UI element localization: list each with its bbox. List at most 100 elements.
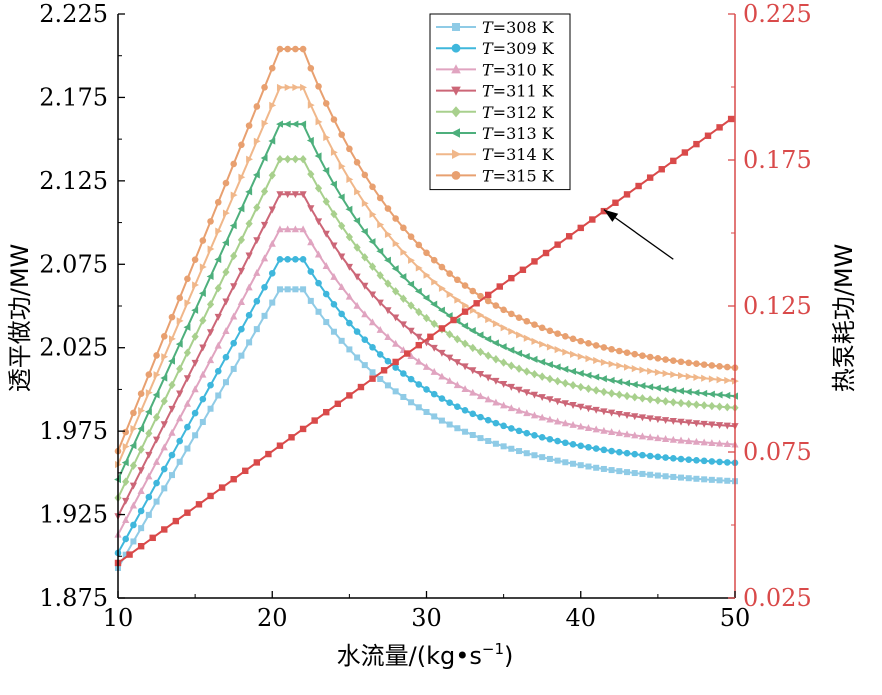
data-point	[716, 376, 724, 384]
data-point	[661, 397, 670, 406]
data-point	[492, 440, 499, 447]
data-point	[484, 335, 492, 343]
data-point	[707, 390, 715, 398]
data-point	[530, 355, 538, 363]
data-point	[570, 350, 577, 358]
data-point	[353, 273, 361, 281]
data-point	[337, 193, 345, 201]
y-right-tick-label: 0.025	[743, 584, 812, 612]
data-point	[508, 327, 516, 336]
data-point	[484, 395, 492, 403]
data-point	[265, 450, 272, 458]
data-point	[662, 369, 670, 378]
data-point	[631, 350, 639, 358]
data-point	[207, 492, 214, 500]
data-point	[307, 101, 315, 109]
data-point	[130, 409, 137, 417]
data-point	[261, 119, 269, 127]
series-5	[114, 154, 739, 503]
data-point	[546, 360, 553, 369]
legend-label: T=311 K	[482, 82, 555, 101]
data-point	[291, 191, 299, 199]
data-point	[500, 422, 507, 430]
data-point	[392, 239, 400, 248]
legend-variable: T	[482, 124, 494, 143]
data-point	[538, 372, 546, 381]
data-point	[323, 408, 330, 416]
data-point	[361, 362, 368, 369]
data-point	[569, 421, 577, 428]
data-point	[276, 83, 284, 92]
data-point	[268, 171, 276, 180]
data-point	[531, 258, 538, 265]
data-point	[206, 272, 214, 281]
data-point	[299, 255, 307, 263]
data-point	[553, 363, 561, 371]
data-point	[268, 137, 276, 145]
data-point	[477, 435, 484, 442]
data-point	[716, 124, 723, 131]
data-point	[415, 381, 423, 388]
data-point	[638, 414, 647, 422]
data-point	[369, 343, 376, 351]
legend-marker	[451, 43, 461, 53]
data-point	[724, 477, 731, 484]
data-point	[469, 287, 477, 295]
data-point	[484, 297, 492, 305]
x-tick-label: 50	[720, 604, 751, 632]
data-point	[122, 497, 130, 505]
data-point	[354, 188, 361, 196]
data-point	[608, 345, 615, 353]
data-point	[562, 332, 569, 340]
data-point	[392, 215, 399, 222]
data-point	[399, 321, 407, 329]
data-point	[345, 232, 353, 242]
data-point	[593, 356, 601, 365]
data-point	[172, 517, 180, 525]
data-point	[531, 432, 538, 439]
data-point	[677, 398, 685, 408]
data-point	[307, 64, 315, 72]
data-point	[144, 408, 152, 416]
data-point	[222, 238, 229, 247]
data-point	[685, 399, 693, 409]
data-point	[307, 238, 315, 246]
data-point	[334, 400, 342, 408]
data-point	[708, 401, 716, 411]
data-point	[662, 473, 669, 480]
data-point	[384, 382, 391, 389]
data-point	[391, 265, 399, 273]
data-point	[338, 253, 346, 261]
data-point	[183, 375, 192, 383]
data-point	[623, 391, 631, 401]
data-point	[122, 428, 130, 436]
data-point	[507, 361, 515, 370]
data-point	[592, 342, 600, 349]
data-point	[646, 415, 654, 423]
data-point	[299, 191, 307, 199]
data-point	[199, 419, 206, 426]
data-point	[468, 327, 476, 335]
x-tick-label: 40	[565, 604, 596, 632]
data-point	[646, 383, 654, 391]
data-point	[701, 374, 709, 382]
data-point	[338, 162, 346, 170]
data-point	[392, 358, 399, 366]
data-point	[631, 450, 639, 458]
data-point	[322, 100, 330, 107]
data-point	[515, 406, 523, 414]
data-point	[715, 422, 724, 429]
data-point	[422, 362, 431, 370]
data-point	[160, 421, 168, 429]
data-point	[253, 459, 261, 466]
data-point	[531, 337, 539, 345]
data-point	[145, 511, 152, 518]
data-point	[576, 369, 584, 377]
data-point	[608, 447, 615, 455]
data-point	[252, 171, 260, 179]
data-point	[654, 472, 661, 479]
data-point	[392, 364, 399, 371]
data-point	[438, 417, 445, 424]
data-point	[661, 417, 670, 425]
data-point	[685, 419, 693, 427]
